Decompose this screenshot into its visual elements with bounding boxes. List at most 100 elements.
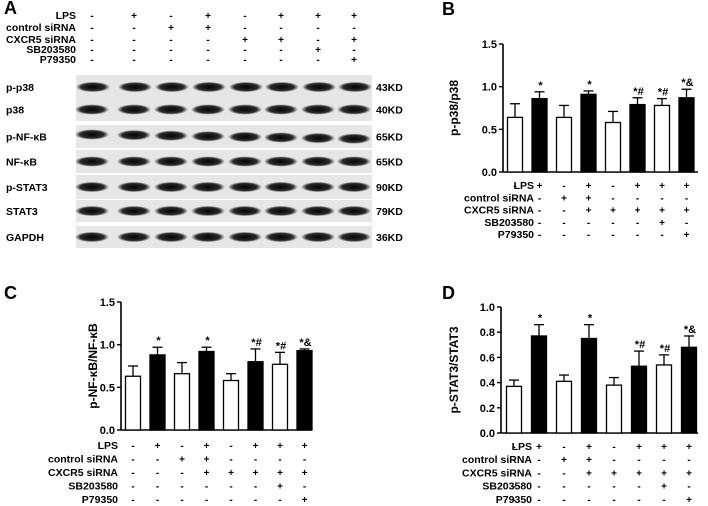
treatment-sign: - <box>562 482 565 493</box>
blot-band <box>301 104 335 115</box>
treatment-sign: - <box>131 455 134 466</box>
treatment-sign: + <box>659 181 665 192</box>
y-tick-label: 1.5 <box>100 297 115 309</box>
treatment-sign: + <box>636 468 642 479</box>
blot-sign: - <box>206 45 209 56</box>
blot-band <box>264 205 298 217</box>
treatment-sign: - <box>180 441 183 452</box>
blot-band <box>191 156 225 167</box>
significance-mark: * <box>588 313 593 325</box>
treatment-sign: - <box>562 230 565 241</box>
significance-mark: * <box>538 313 543 325</box>
blot-band <box>228 131 262 143</box>
treatment-sign: - <box>303 455 306 466</box>
blot-sign: - <box>169 55 172 66</box>
blot-band-kd: 36KD <box>376 232 403 244</box>
bar <box>530 335 548 434</box>
treatment-sign: + <box>277 482 283 493</box>
treatment-sign: - <box>562 495 565 506</box>
treatment-sign: + <box>253 468 259 479</box>
blot-sign: - <box>279 55 282 66</box>
treatment-label: CXCR5 siRNA <box>464 205 534 217</box>
treatment-sign: + <box>179 455 185 466</box>
significance-mark: * <box>156 335 161 347</box>
blot-sign: - <box>352 23 355 34</box>
significance-mark: *# <box>633 86 643 98</box>
blot-band <box>76 81 110 93</box>
bar <box>629 103 646 173</box>
blot-band <box>337 104 371 115</box>
blot-treatment-label: SB203580 <box>26 44 76 56</box>
blot-sign: + <box>205 11 211 22</box>
treatment-sign: + <box>586 455 592 466</box>
treatment-sign: - <box>562 442 565 453</box>
significance-mark: *& <box>681 77 693 89</box>
bar <box>605 384 623 434</box>
treatment-sign: + <box>277 441 283 452</box>
treatment-sign: + <box>635 181 641 192</box>
treatment-sign: + <box>586 181 592 192</box>
y-tick-label: 0.0 <box>480 428 495 440</box>
blot-band <box>228 231 262 243</box>
bar <box>247 361 264 431</box>
blot-band-kd: 65KD <box>376 157 403 169</box>
blot-sign: - <box>243 45 246 56</box>
y-tick-label: 1.5 <box>482 39 497 51</box>
blot-band <box>337 156 371 167</box>
blot-band <box>264 156 298 167</box>
bar <box>531 97 548 173</box>
treatment-sign: - <box>513 181 516 192</box>
y-tick-label: 1.0 <box>100 340 115 352</box>
blot-band <box>191 181 225 193</box>
blot-sign: + <box>278 35 284 46</box>
treatment-sign: - <box>538 193 541 204</box>
treatment-sign: - <box>512 482 515 493</box>
treatment-sign: + <box>302 495 308 506</box>
treatment-label: control siRNA <box>48 454 118 466</box>
treatment-sign: + <box>302 468 308 479</box>
treatment-sign: - <box>587 495 590 506</box>
y-tick-label: 0.6 <box>480 352 495 364</box>
treatment-sign: - <box>278 455 281 466</box>
treatment-sign: - <box>156 482 159 493</box>
treatment-label: P79350 <box>82 494 118 506</box>
treatment-sign: - <box>537 482 540 493</box>
blot-band <box>228 205 262 217</box>
treatment-sign: - <box>636 218 639 229</box>
bar <box>680 346 698 434</box>
bar <box>580 93 597 173</box>
significance-mark: *# <box>635 339 645 351</box>
blot-band <box>337 181 371 193</box>
treatment-sign: + <box>686 442 692 453</box>
treatment-sign: - <box>660 193 663 204</box>
y-tick-label: 1.0 <box>482 82 497 94</box>
treatment-sign: - <box>156 468 159 479</box>
treatment-sign: - <box>537 495 540 506</box>
blot-band <box>264 181 298 193</box>
blot-band-name: p-p38 <box>6 82 34 94</box>
blot-sign: - <box>132 45 135 56</box>
bar <box>173 373 191 431</box>
blot-band <box>337 231 371 243</box>
panel-letter-b: B <box>442 0 455 19</box>
treatment-sign: + <box>561 193 567 204</box>
treatment-sign: + <box>586 468 592 479</box>
treatment-sign: - <box>611 218 614 229</box>
significance-mark: * <box>538 80 543 92</box>
blot-sign: + <box>315 11 321 22</box>
bar <box>653 104 671 173</box>
treatment-sign: - <box>512 468 515 479</box>
treatment-sign: + <box>684 206 690 217</box>
blot-sign: - <box>169 11 172 22</box>
blot-band <box>301 132 335 144</box>
blot-sign: - <box>90 11 93 22</box>
significance-mark: * <box>587 79 592 91</box>
blot-band <box>154 104 188 115</box>
significance-mark: *& <box>684 324 696 336</box>
treatment-sign: - <box>687 482 690 493</box>
treatment-sign: + <box>635 206 641 217</box>
blot-sign: - <box>206 55 209 66</box>
treatment-sign: - <box>513 218 516 229</box>
bar <box>580 337 598 434</box>
blot-band <box>191 205 225 217</box>
